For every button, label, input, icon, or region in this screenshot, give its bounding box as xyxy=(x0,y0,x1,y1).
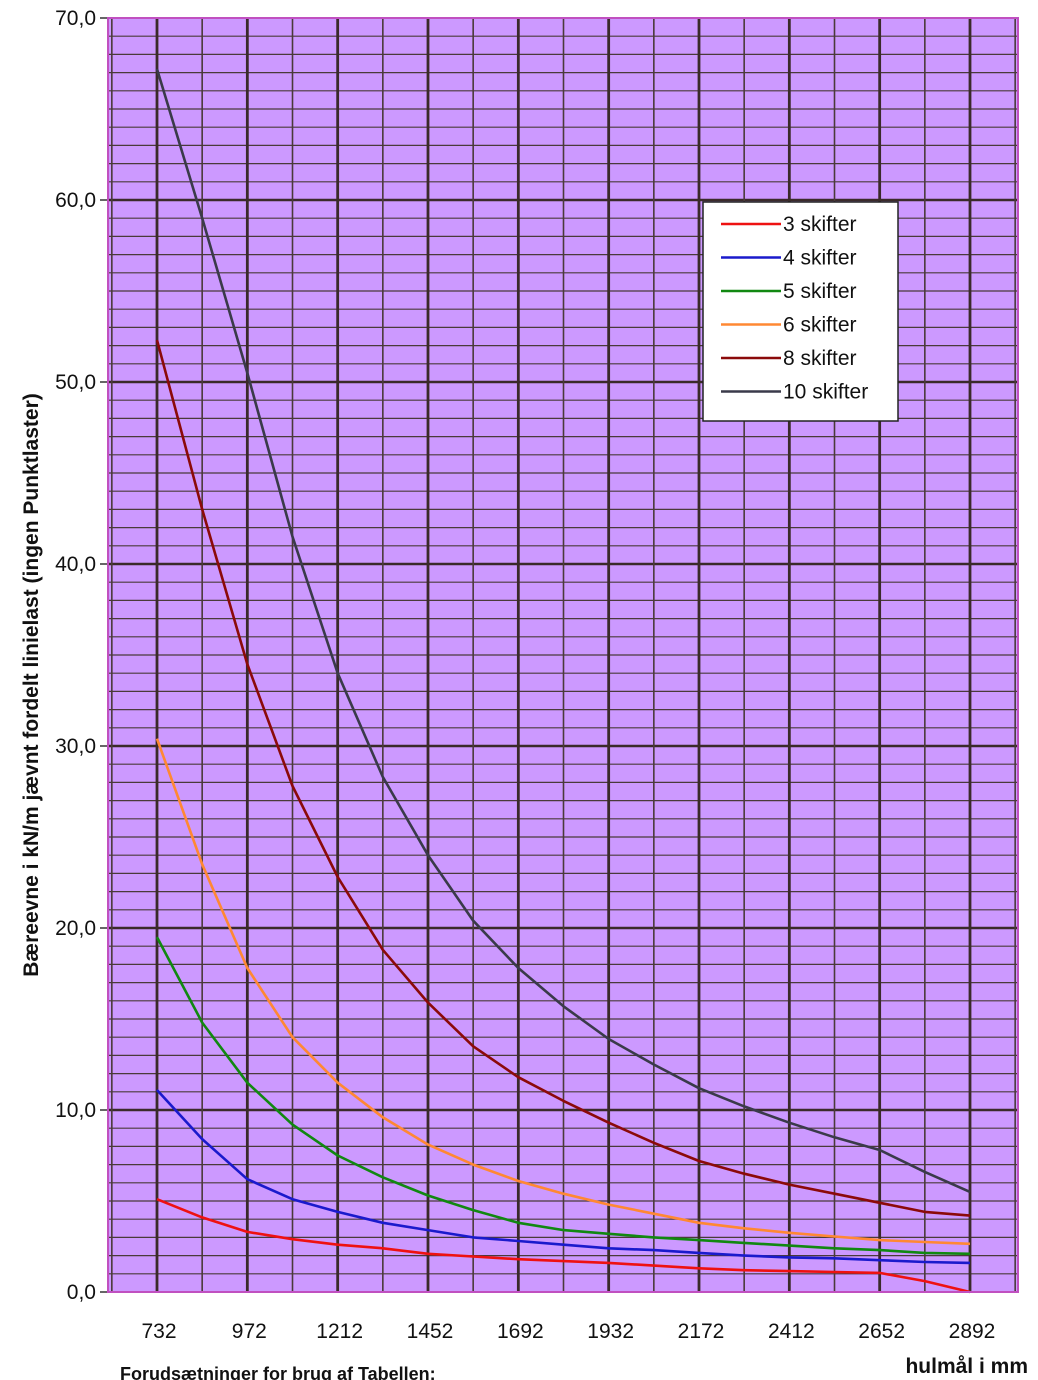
legend-label: 6 skifter xyxy=(783,314,857,337)
footnote-text: Forudsætninger for brug af Tabellen: xyxy=(120,1364,436,1380)
series-line-8-skifter xyxy=(155,339,971,1217)
x-tick-label: 2652 xyxy=(858,1320,905,1343)
x-tick-label: 2412 xyxy=(768,1320,815,1343)
y-tick-label: 0,0 xyxy=(67,1281,96,1304)
x-tick-label: 972 xyxy=(232,1320,267,1343)
series-line-10-skifter xyxy=(155,68,971,1194)
x-tick-label: 1212 xyxy=(316,1320,363,1343)
y-axis-ticks: 0,0 10,0 20,0 30,0 40,0 50,0 60,0 70,0 xyxy=(55,7,108,1304)
x-axis-ticks: 732 972 1212 1452 1692 1932 2172 2412 2652 2892 xyxy=(141,1320,995,1343)
x-tick-label: 2892 xyxy=(949,1320,996,1343)
y-tick-label: 20,0 xyxy=(55,917,96,940)
legend: 3 skifter 4 skifter 5 skifter 6 skifter 8 sk… xyxy=(702,201,899,422)
series-lines xyxy=(155,68,971,1294)
y-tick-label: 10,0 xyxy=(55,1099,96,1122)
x-tick-label: 732 xyxy=(141,1320,176,1343)
series-line-5-skifter xyxy=(155,936,971,1256)
legend-label: 10 skifter xyxy=(783,381,868,404)
x-tick-label: 1932 xyxy=(587,1320,634,1343)
x-tick-label: 1452 xyxy=(407,1320,454,1343)
x-axis-title: hulmål i mm xyxy=(905,1355,1028,1378)
series-line-4-skifter xyxy=(156,1089,971,1265)
y-axis-title: Bæreevne i kN/m jævnt fordelt linielast … xyxy=(20,393,43,976)
y-tick-label: 50,0 xyxy=(55,371,96,394)
y-tick-label: 30,0 xyxy=(55,735,96,758)
legend-box xyxy=(702,201,899,422)
x-tick-label: 2172 xyxy=(678,1320,725,1343)
legend-label: 8 skifter xyxy=(783,347,857,370)
grid-lines xyxy=(108,18,1018,1292)
plot-frame xyxy=(107,17,1019,1293)
legend-label: 5 skifter xyxy=(783,280,857,303)
series-line-3-skifter xyxy=(156,1197,971,1294)
y-tick-label: 40,0 xyxy=(55,553,96,576)
y-tick-label: 60,0 xyxy=(55,189,96,212)
y-tick-label: 70,0 xyxy=(55,7,96,30)
legend-label: 3 skifter xyxy=(783,213,857,236)
x-tick-label: 1692 xyxy=(497,1320,544,1343)
legend-label: 4 skifter xyxy=(783,247,857,270)
series-line-6-skifter xyxy=(155,738,971,1246)
